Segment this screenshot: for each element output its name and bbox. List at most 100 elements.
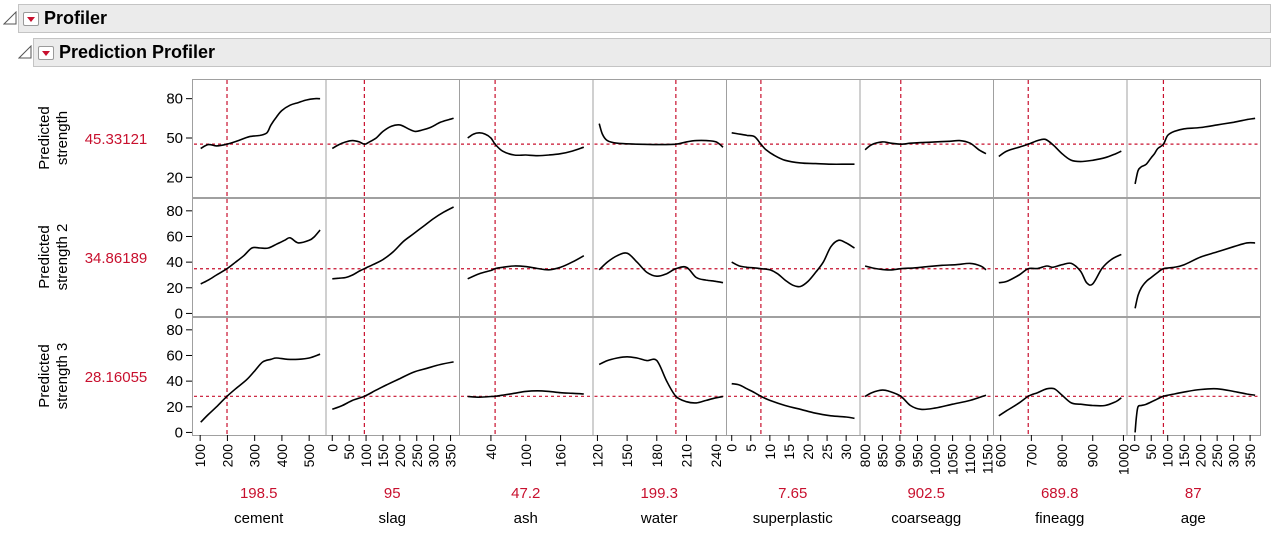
x-tick-label: 850	[874, 444, 890, 468]
profile-cell-frame	[192, 317, 327, 436]
x-tick-label: 150	[1176, 444, 1192, 468]
x-tick-label: 350	[1242, 444, 1258, 468]
x-tick-label: 950	[909, 444, 925, 468]
prediction-profiler-header[interactable]: Prediction Profiler	[33, 38, 1271, 67]
x-tick-label: 0	[724, 444, 740, 452]
y-tick-label: 20	[166, 169, 183, 186]
factor-name-label: superplastic	[753, 510, 834, 527]
response-label-line: Predicted	[36, 344, 53, 407]
x-tick-label: 50	[1143, 444, 1159, 460]
x-tick-label: 1100	[962, 444, 978, 474]
x-tick-label: 10	[762, 444, 778, 460]
profile-curve	[467, 389, 584, 399]
profile-cell-frame	[325, 317, 460, 436]
profile-curve	[731, 239, 855, 288]
x-tick-label: 30	[838, 444, 854, 460]
profile-curve	[1134, 117, 1256, 185]
response-label: Predictedstrength 3	[36, 343, 71, 410]
factor-name-label: slag	[378, 510, 406, 527]
response-current-value[interactable]: 28.16055	[85, 369, 148, 386]
y-tick-label: 60	[166, 228, 183, 245]
factor-current-value[interactable]: 199.3	[640, 485, 678, 502]
factor-current-value[interactable]: 902.5	[907, 485, 945, 502]
y-tick-label: 40	[166, 373, 183, 390]
disclosure-triangle-icon[interactable]	[3, 11, 17, 25]
x-tick-label: 150	[619, 444, 635, 468]
profile-cell-frame	[1126, 198, 1261, 317]
profile-cell-frame	[726, 317, 861, 436]
y-tick-label: 80	[166, 322, 183, 339]
profile-cell-frame	[859, 317, 994, 436]
y-tick-label: 0	[175, 424, 183, 441]
red-triangle-menu-icon[interactable]	[38, 45, 54, 60]
x-tick-label: 100	[358, 444, 374, 468]
y-tick-label: 20	[166, 280, 183, 297]
response-label-line: strength	[54, 111, 71, 165]
factor-name-label: coarseagg	[891, 510, 961, 527]
profile-curve	[467, 255, 585, 280]
disclosure-triangle-icon[interactable]	[18, 45, 32, 59]
factor-current-value[interactable]: 198.5	[240, 485, 278, 502]
factor-name-label: age	[1181, 510, 1206, 527]
response-current-value[interactable]: 34.86189	[85, 250, 148, 267]
profile-cell-frame	[592, 79, 727, 198]
y-tick-label: 0	[175, 305, 183, 322]
factor-name-label: ash	[514, 510, 538, 527]
x-tick-label: 5	[743, 444, 759, 452]
profile-cell-frame	[859, 79, 994, 198]
x-tick-label: 40	[483, 444, 499, 460]
factor-current-value[interactable]: 7.65	[778, 485, 807, 502]
profile-cell-frame	[592, 317, 727, 436]
profile-curve	[998, 253, 1122, 286]
profiler-header[interactable]: Profiler	[18, 4, 1271, 33]
profile-cell-frame	[192, 79, 327, 198]
x-tick-label: 200	[1193, 444, 1209, 468]
x-tick-label: 1050	[945, 444, 961, 475]
profile-curve	[998, 138, 1122, 163]
y-tick-label: 80	[166, 203, 183, 220]
factor-current-value[interactable]: 95	[384, 485, 401, 502]
x-tick-label: 0	[1127, 444, 1143, 452]
x-tick-label: 200	[392, 444, 408, 468]
factor-current-value[interactable]: 689.8	[1041, 485, 1079, 502]
x-tick-label: 1150	[980, 444, 996, 474]
x-tick-label: 0	[324, 444, 340, 452]
prediction-profiler-title: Prediction Profiler	[59, 42, 216, 62]
profile-curve	[332, 361, 454, 411]
factor-name-label: fineagg	[1035, 510, 1084, 527]
profile-curve	[1134, 241, 1256, 309]
response-label-line: strength 3	[54, 343, 71, 410]
profile-curve	[1134, 387, 1256, 433]
x-tick-label: 50	[341, 444, 357, 460]
response-label: Predictedstrength 2	[36, 224, 71, 291]
x-tick-label: 150	[375, 444, 391, 468]
profile-curve	[864, 139, 987, 155]
factor-current-value[interactable]: 47.2	[511, 485, 540, 502]
x-tick-label: 100	[518, 444, 534, 468]
red-triangle-menu-icon[interactable]	[23, 11, 39, 26]
response-label: Predictedstrength	[36, 106, 71, 169]
x-tick-label: 250	[1209, 444, 1225, 468]
profiler-title: Profiler	[44, 8, 108, 28]
response-current-value[interactable]: 45.33121	[85, 131, 148, 148]
profile-cell-frame	[859, 198, 994, 317]
x-tick-label: 120	[589, 444, 605, 468]
profile-cell-frame	[1126, 79, 1261, 198]
x-tick-label: 900	[1085, 444, 1101, 468]
x-tick-label: 180	[649, 444, 665, 468]
response-label-line: Predicted	[36, 225, 53, 288]
factor-name-label: cement	[234, 510, 284, 527]
x-tick-label: 25	[819, 444, 835, 460]
x-tick-label: 240	[708, 444, 724, 468]
profile-curve	[864, 389, 987, 411]
x-tick-label: 1000	[1115, 444, 1131, 475]
profile-cell-frame	[993, 198, 1128, 317]
x-tick-label: 300	[426, 444, 442, 468]
x-tick-label: 300	[247, 444, 263, 468]
profile-curve	[731, 132, 855, 166]
factor-current-value[interactable]: 87	[1185, 485, 1202, 502]
profile-cell-frame	[325, 198, 460, 317]
profile-curve	[864, 262, 987, 271]
x-tick-label: 400	[274, 444, 290, 468]
profile-curve	[467, 131, 585, 157]
